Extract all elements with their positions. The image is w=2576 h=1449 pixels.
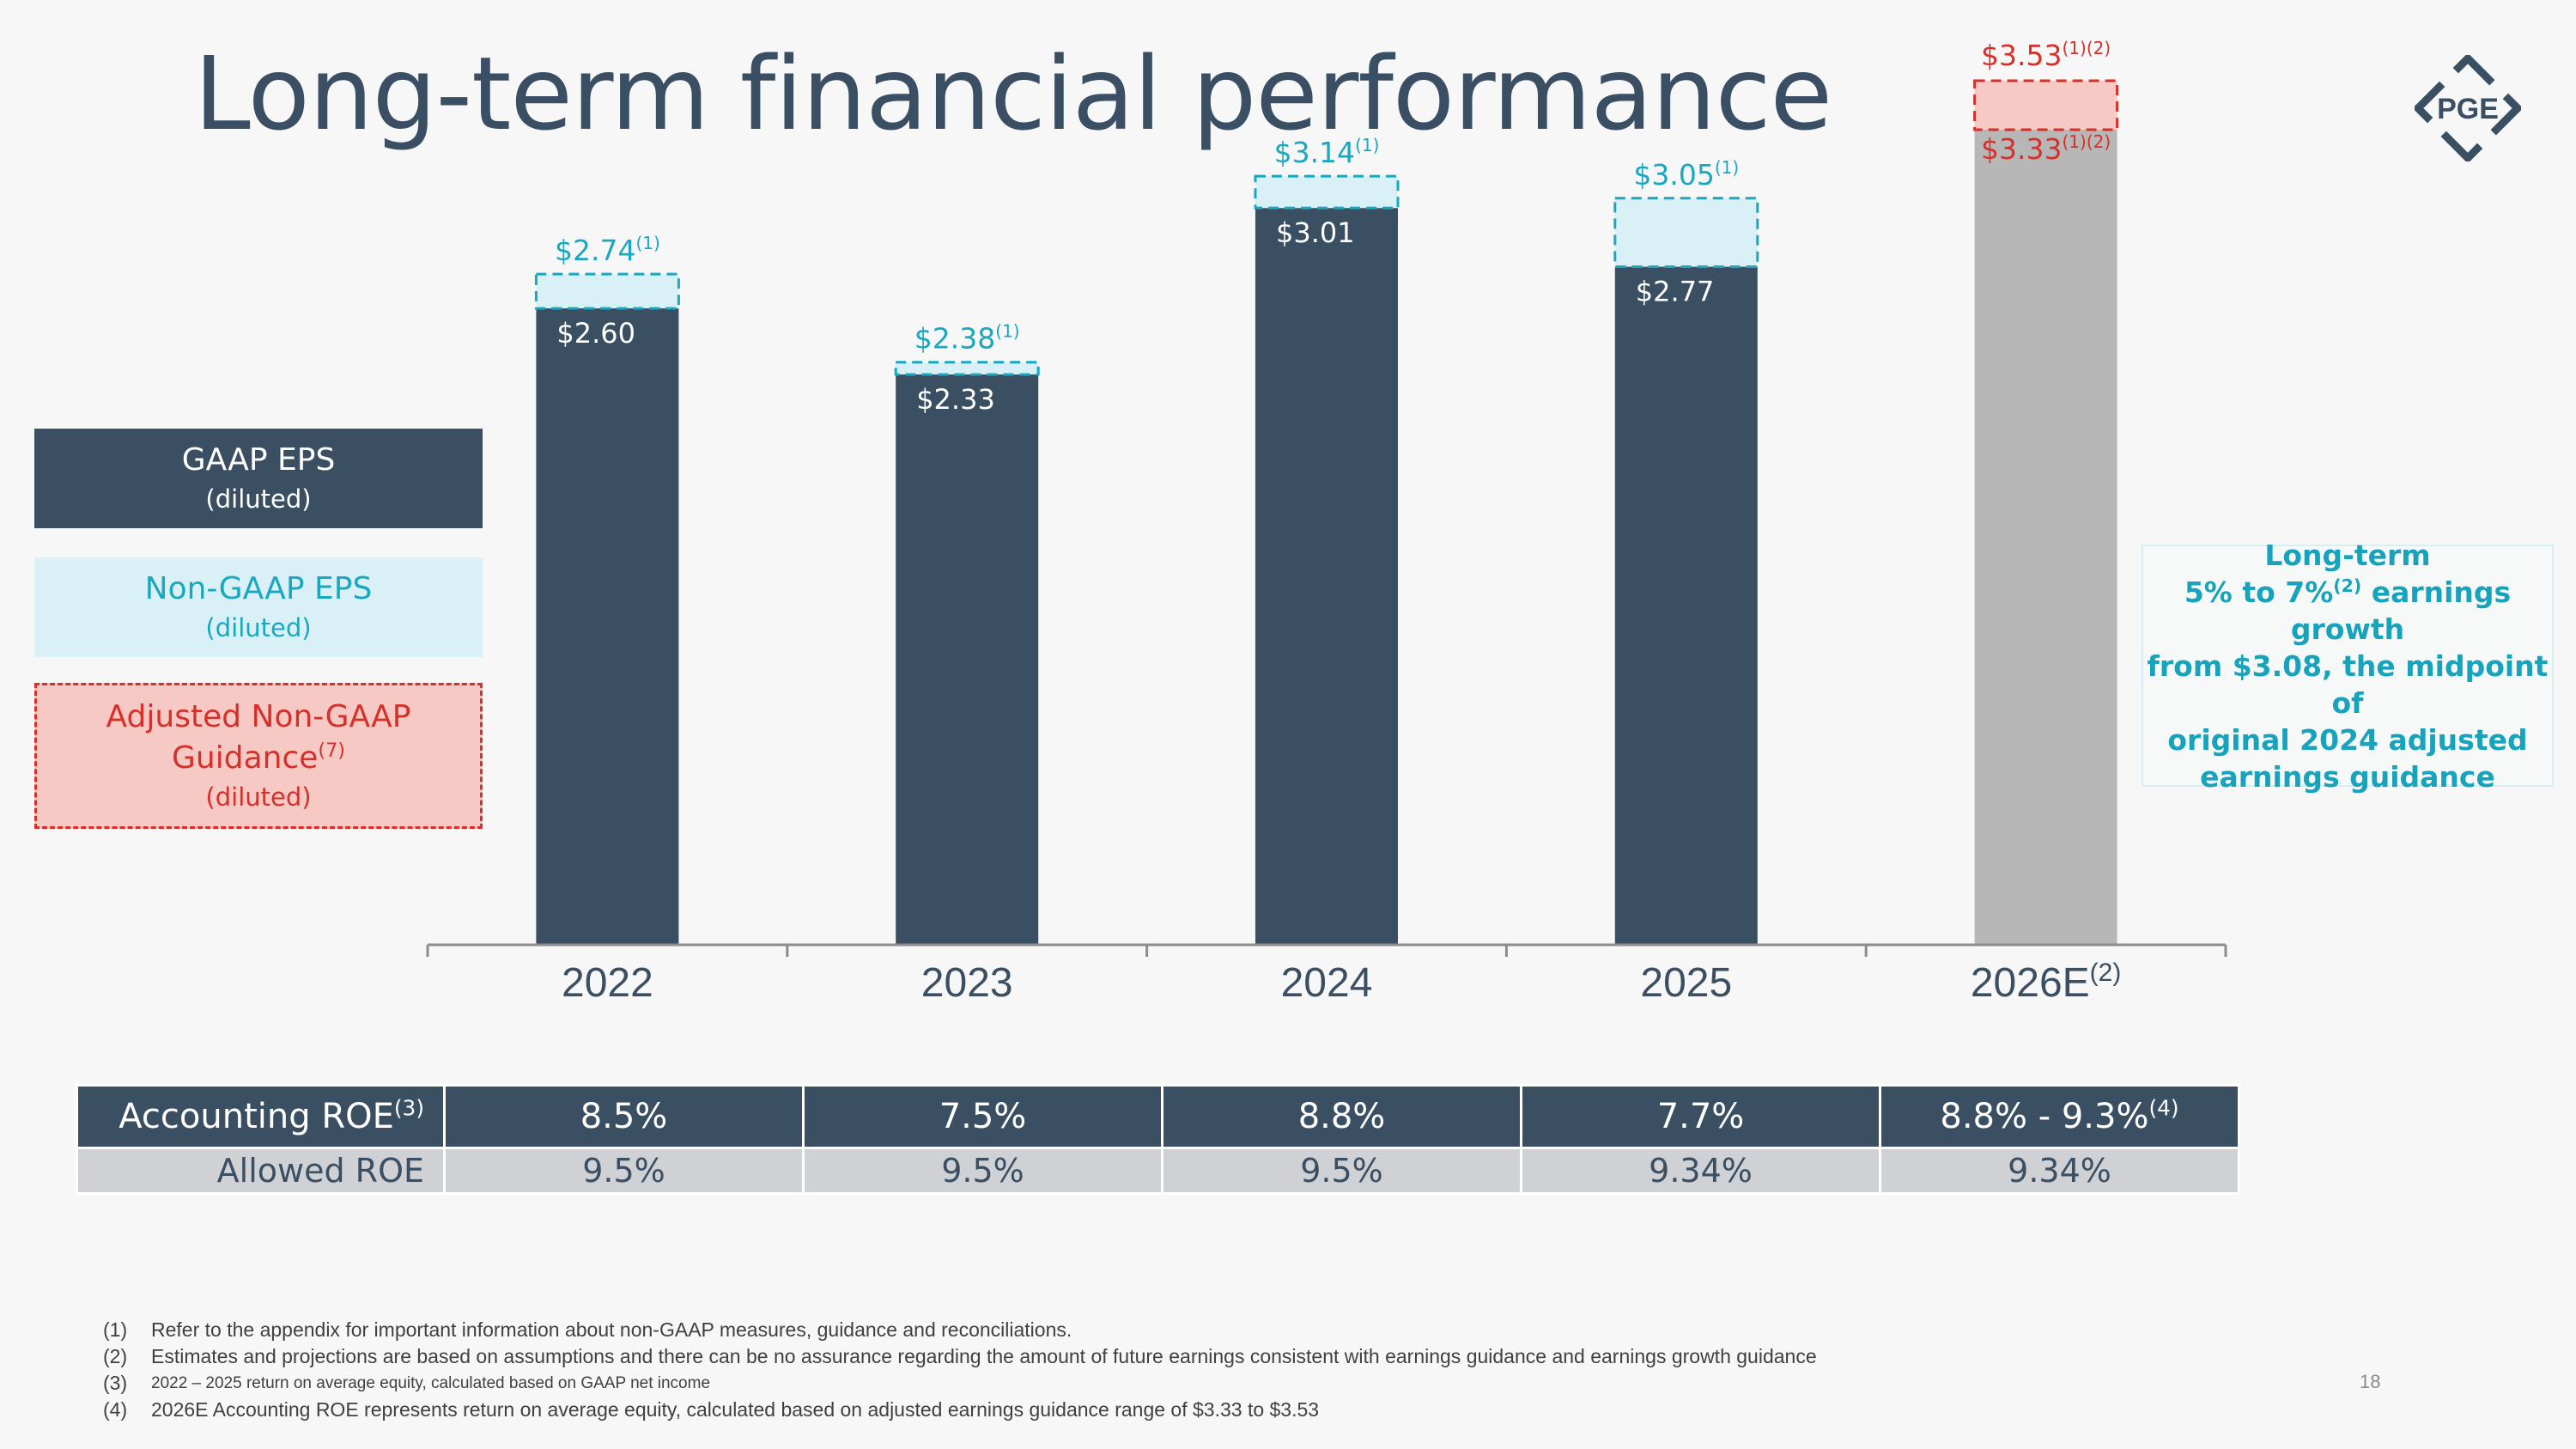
table-cell: 9.34%	[1520, 1147, 1881, 1195]
accounting-roe-note: (3)	[393, 1095, 424, 1121]
legend-adjusted-guidance: Adjusted Non-GAAP Guidance(7) (diluted)	[34, 683, 483, 829]
guidance-range-bar	[1973, 79, 2119, 131]
table-cell: 7.7%	[1520, 1084, 1881, 1149]
guidance-base-bar	[1974, 129, 2117, 945]
table-cell-note: (4)	[2148, 1095, 2179, 1121]
footnote-text: Estimates and projections are based on a…	[151, 1345, 1817, 1367]
x-tick-label: 2024	[1281, 960, 1373, 1006]
accounting-roe-row: Accounting ROE(3) 8.5% 7.5% 8.8% 7.7% 8.…	[76, 1084, 2240, 1149]
logo-text: PGE	[2437, 93, 2499, 125]
footnote-number: (4)	[103, 1398, 128, 1421]
callout-growth-range: 5% to 7%	[2184, 575, 2334, 609]
pge-logo-icon: PGE	[2415, 55, 2521, 161]
legend-adjusted-sub: (diluted)	[205, 782, 312, 812]
footnote-text: 2022 – 2025 return on average equity, ca…	[151, 1373, 711, 1392]
non-gaap-eps-label: $3.14(1)	[1274, 135, 1380, 169]
callout-line-1: Long-term	[2264, 538, 2431, 572]
callout-line-2-rest: earnings growth	[2290, 575, 2512, 646]
non-gaap-eps-bar	[534, 272, 680, 310]
x-tick-label: 2022	[562, 960, 653, 1006]
x-tick-label: 2026E(2)	[1971, 959, 2121, 1006]
footnotes: (1) Refer to the appendix for important …	[103, 1317, 1817, 1423]
footnote-text: 2026E Accounting ROE represents return o…	[151, 1398, 1320, 1421]
guidance-high-label: $3.53(1)(2)	[1981, 38, 2111, 72]
accounting-roe-label-text: Accounting ROE	[118, 1097, 394, 1136]
roe-table: Accounting ROE(3) 8.5% 7.5% 8.8% 7.7% 8.…	[76, 1084, 2240, 1195]
footnote: (3) 2022 – 2025 return on average equity…	[103, 1370, 1817, 1397]
guidance-low-label: $3.33(1)(2)	[1981, 131, 2111, 166]
table-cell: 9.5%	[1161, 1147, 1522, 1195]
table-cell-value: 8.8% - 9.3%	[1940, 1097, 2149, 1136]
table-cell: 8.8%	[1161, 1084, 1522, 1149]
page-number: 18	[2360, 1371, 2381, 1392]
table-cell: 8.5%	[443, 1084, 805, 1149]
footnote-number: (3)	[103, 1372, 128, 1394]
callout-note: (2)	[2333, 575, 2362, 596]
table-cell: 7.5%	[802, 1084, 1163, 1149]
legend-gaap-eps: GAAP EPS (diluted)	[34, 429, 483, 528]
legend-adjusted-label-1: Adjusted Non-GAAP	[106, 699, 411, 734]
allowed-roe-label: Allowed ROE	[76, 1147, 446, 1195]
footnote-text: Refer to the appendix for important info…	[151, 1318, 1072, 1341]
gaap-eps-bar	[1614, 266, 1758, 945]
callout-line-4: original 2024 adjusted	[2167, 722, 2528, 757]
gaap-eps-label: $2.77	[1636, 276, 1715, 308]
non-gaap-eps-label: $2.74(1)	[555, 233, 660, 267]
non-gaap-eps-label: $2.38(1)	[914, 321, 1020, 356]
callout-line-2: 5% to 7%(2) earnings growth	[2143, 574, 2552, 648]
legend-non-gaap-label: Non-GAAP EPS	[144, 571, 373, 606]
x-tick-label: 2023	[921, 960, 1013, 1006]
table-cell: 9.5%	[443, 1147, 805, 1195]
legend-non-gaap-eps: Non-GAAP EPS (diluted)	[34, 557, 483, 657]
footnote: (2) Estimates and projections are based …	[103, 1343, 1817, 1370]
legend-non-gaap-sub: (diluted)	[205, 613, 312, 642]
slide-title: Long-term financial performance	[194, 34, 1832, 153]
table-cell: 9.5%	[802, 1147, 1163, 1195]
footnote-number: (1)	[103, 1318, 128, 1341]
legend-adjusted-label-2: Guidance(7)	[172, 738, 345, 779]
x-tick-label: 2025	[1640, 960, 1732, 1006]
legend-gaap-label: GAAP EPS	[181, 442, 336, 478]
table-cell: 8.8% - 9.3%(4)	[1879, 1084, 2240, 1149]
callout-line-3: from $3.08, the midpoint of	[2147, 648, 2549, 720]
footnote: (1) Refer to the appendix for important …	[103, 1317, 1817, 1343]
gaap-eps-label: $3.01	[1276, 216, 1355, 249]
legend-adjusted-label-2-text: Guidance	[172, 740, 319, 776]
non-gaap-eps-bar	[1254, 174, 1400, 210]
legend-adjusted-note: (7)	[318, 740, 345, 762]
footnote-number: (2)	[103, 1345, 128, 1367]
non-gaap-eps-bar	[894, 361, 1040, 376]
gaap-eps-bar	[896, 374, 1039, 945]
gaap-eps-bar	[1255, 208, 1398, 945]
gaap-eps-label: $2.60	[556, 317, 635, 350]
allowed-roe-row: Allowed ROE 9.5% 9.5% 9.5% 9.34% 9.34%	[76, 1147, 2240, 1195]
gaap-eps-bar	[536, 308, 679, 945]
growth-callout: Long-term 5% to 7%(2) earnings growth fr…	[2142, 539, 2554, 794]
non-gaap-eps-label: $3.05(1)	[1633, 157, 1739, 192]
table-cell: 9.34%	[1879, 1147, 2240, 1195]
callout-line-5: earnings guidance	[2200, 759, 2495, 794]
legend-gaap-sub: (diluted)	[205, 484, 312, 514]
gaap-eps-label: $2.33	[916, 383, 995, 416]
accounting-roe-label: Accounting ROE(3)	[76, 1084, 446, 1149]
footnote: (4) 2026E Accounting ROE represents retu…	[103, 1397, 1817, 1423]
non-gaap-eps-bar	[1613, 197, 1759, 269]
